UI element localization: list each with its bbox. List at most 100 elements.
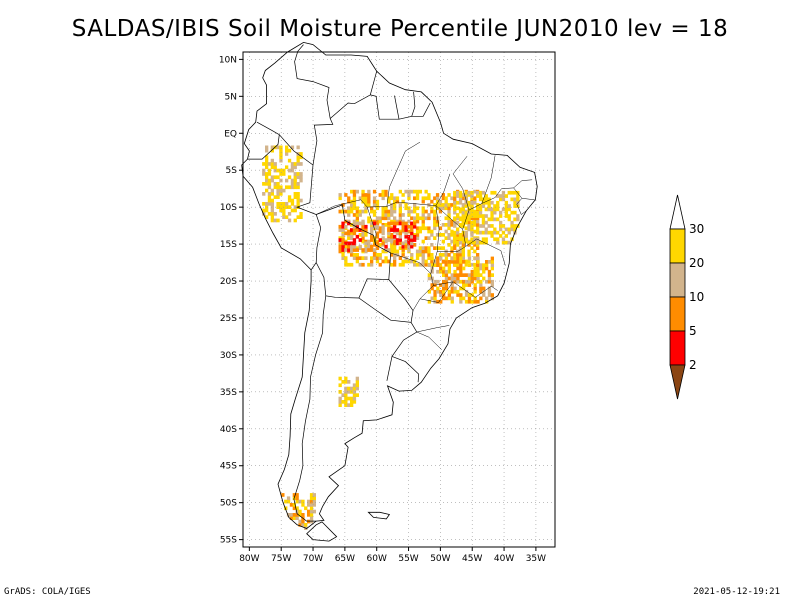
shading-cell xyxy=(473,296,477,301)
shading-cell xyxy=(355,386,359,391)
shading-cell xyxy=(381,259,385,264)
shading-cell xyxy=(458,253,463,257)
shading-cell xyxy=(507,227,511,232)
shading-cell xyxy=(341,393,345,397)
shading-cell xyxy=(510,197,514,202)
shading-cell xyxy=(341,248,345,252)
national-border xyxy=(293,295,327,522)
shading-cell xyxy=(265,165,269,170)
shading-cell xyxy=(444,286,449,291)
shading-cell xyxy=(279,155,283,160)
shading-cell xyxy=(404,228,408,232)
shading-cell xyxy=(344,390,348,394)
shading-cell xyxy=(413,238,417,242)
shading-cell xyxy=(338,248,342,252)
shading-cell xyxy=(384,259,388,264)
shading-cell xyxy=(415,262,420,267)
shading-cell xyxy=(358,244,362,249)
shading-cell xyxy=(364,224,368,229)
shading-cell xyxy=(436,286,440,291)
shading-cell xyxy=(407,259,411,264)
shading-cell xyxy=(458,190,463,195)
shading-cell xyxy=(476,216,480,221)
shading-cell xyxy=(501,194,506,198)
shading-cell xyxy=(347,196,351,201)
shading-cell xyxy=(361,236,365,240)
shading-cell xyxy=(473,237,477,242)
shading-cell xyxy=(496,200,500,205)
shading-cell xyxy=(352,206,357,211)
shading-cell xyxy=(285,202,289,206)
shading-cell xyxy=(407,244,411,249)
shading-cell xyxy=(347,386,351,391)
shading-cell xyxy=(493,204,497,208)
lon-tick-label: 65W xyxy=(335,554,355,564)
shading-cell xyxy=(453,289,457,294)
state-border xyxy=(419,281,454,303)
shading-cell xyxy=(450,296,454,301)
shading-cell xyxy=(421,209,425,214)
shading-cell xyxy=(447,193,451,197)
shading-cell xyxy=(401,248,405,252)
shading-cell xyxy=(421,249,425,254)
shading-cell xyxy=(462,266,466,271)
shading-cell xyxy=(344,380,348,384)
shading-cell xyxy=(504,214,508,218)
shading-cell xyxy=(464,193,468,197)
shading-cell xyxy=(298,519,302,524)
shading-cell xyxy=(453,196,457,201)
national-border xyxy=(386,322,418,381)
shading-cell xyxy=(413,203,417,207)
shading-cell xyxy=(295,499,299,504)
shading-cell xyxy=(478,230,483,235)
shading-cell xyxy=(450,223,454,227)
shading-cell xyxy=(299,162,303,166)
shading-cell xyxy=(464,239,468,244)
shading-cell xyxy=(490,224,494,228)
shading-cell xyxy=(355,256,359,260)
shading-cell xyxy=(347,390,351,394)
shading-cell xyxy=(282,212,286,216)
shading-cell xyxy=(352,244,357,249)
shading-cell xyxy=(404,224,408,229)
shading-cell xyxy=(279,168,283,173)
shading-cell xyxy=(390,243,394,247)
shading-cell xyxy=(461,233,465,237)
shading-cell xyxy=(401,262,405,267)
shading-cell xyxy=(464,293,469,297)
shading-cell xyxy=(364,228,368,232)
shading-cell xyxy=(286,496,291,501)
shading-cell xyxy=(442,283,446,287)
shading-cell xyxy=(473,256,477,261)
colorbar-segment xyxy=(669,296,686,332)
shading-cell xyxy=(464,230,468,235)
shading-cell xyxy=(352,386,357,391)
shading-cell xyxy=(285,205,289,209)
shading-cell xyxy=(381,249,385,254)
shading-cell xyxy=(436,289,440,294)
shading-cell xyxy=(285,178,289,183)
shading-cell xyxy=(415,236,420,240)
shading-cell xyxy=(270,158,274,163)
shading-cell xyxy=(461,203,465,207)
national-border xyxy=(329,71,378,119)
shading-cell xyxy=(470,216,474,221)
shading-cell xyxy=(444,296,449,301)
shading-cell xyxy=(433,219,437,224)
shading-cell xyxy=(390,193,394,197)
shading-cell xyxy=(453,230,457,235)
lon-tick-label: 60W xyxy=(367,554,387,564)
state-border xyxy=(366,207,377,234)
shading-cell xyxy=(476,210,480,215)
shading-cell xyxy=(458,200,463,205)
shading-cell xyxy=(478,207,483,212)
shading-cell xyxy=(467,210,471,215)
shading-cell xyxy=(279,148,283,153)
shading-cell xyxy=(467,240,471,245)
shading-cell xyxy=(453,207,457,212)
shading-cell xyxy=(350,203,354,207)
shading-cell xyxy=(387,213,391,217)
shading-cell xyxy=(450,256,454,261)
shading-cell xyxy=(456,262,460,267)
shading-cell xyxy=(407,224,411,229)
